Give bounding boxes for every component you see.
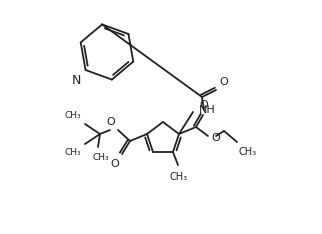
Text: O: O xyxy=(219,77,228,87)
Text: CH₃: CH₃ xyxy=(64,111,81,120)
Text: CH₃: CH₃ xyxy=(170,172,188,182)
Text: O: O xyxy=(200,100,208,110)
Text: N: N xyxy=(72,74,81,87)
Text: NH: NH xyxy=(199,105,216,115)
Text: CH₃: CH₃ xyxy=(64,148,81,157)
Text: CH₃: CH₃ xyxy=(93,153,109,162)
Text: O: O xyxy=(106,117,115,127)
Text: O: O xyxy=(211,133,220,143)
Text: CH₃: CH₃ xyxy=(239,147,257,157)
Text: O: O xyxy=(110,159,119,169)
